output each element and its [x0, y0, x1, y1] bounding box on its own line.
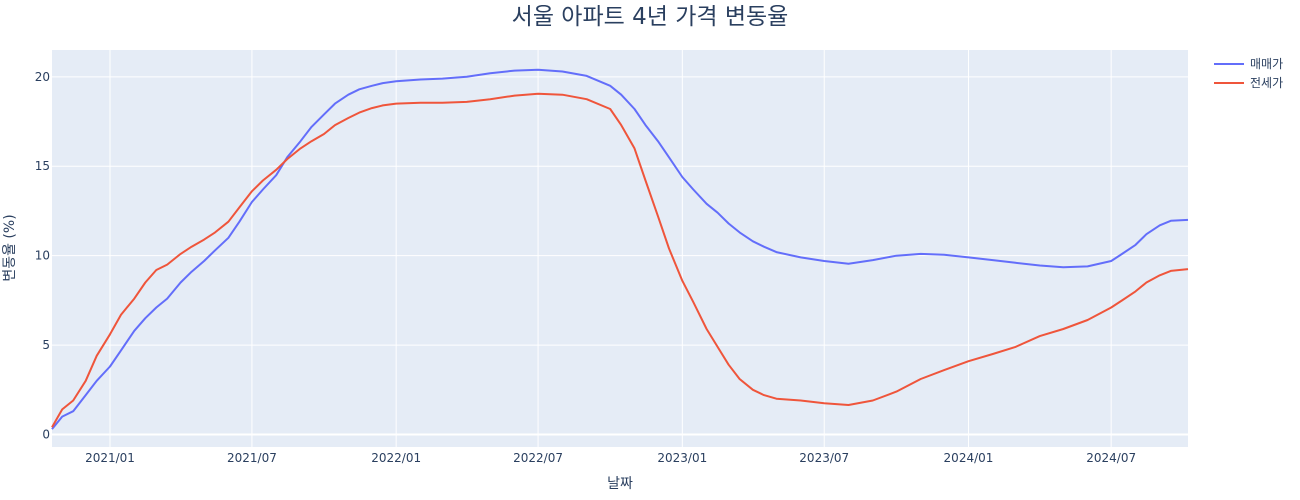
chart-title: 서울 아파트 4년 가격 변동율 — [512, 4, 789, 30]
x-axis-title: 날짜 — [607, 476, 633, 492]
x-tick-label: 2021/01 — [85, 451, 135, 465]
x-tick-label: 2023/01 — [657, 451, 707, 465]
legend-item-1[interactable]: 매매가 — [1214, 57, 1283, 71]
series-line-1 — [51, 68, 1189, 430]
series-line-2 — [51, 92, 1189, 428]
legend-label: 매매가 — [1250, 57, 1283, 71]
y-axis-ticks: 0 5 10 15 20 — [35, 70, 50, 442]
x-tick-label: 2022/07 — [513, 451, 563, 465]
y-axis-title: 변동율 (%) — [2, 214, 18, 281]
legend-item-2[interactable]: 전세가 — [1214, 76, 1283, 90]
grid-lines — [52, 50, 1188, 447]
x-tick-label: 2024/07 — [1086, 451, 1136, 465]
x-tick-label: 2023/07 — [799, 451, 849, 465]
y-tick-label: 0 — [42, 427, 50, 441]
x-tick-label: 2021/07 — [227, 451, 277, 465]
plot-area — [52, 50, 1188, 447]
series-lines — [51, 68, 1189, 430]
y-tick-label: 15 — [35, 159, 50, 173]
y-tick-label: 20 — [35, 70, 50, 84]
legend-label: 전세가 — [1250, 76, 1283, 90]
x-axis-ticks: 2021/01 2021/07 2022/01 2022/07 2023/01 2023/… — [85, 451, 1136, 465]
y-tick-label: 5 — [42, 338, 50, 352]
x-tick-label: 2022/01 — [371, 451, 421, 465]
y-tick-label: 10 — [35, 249, 50, 263]
x-tick-label: 2024/01 — [944, 451, 994, 465]
